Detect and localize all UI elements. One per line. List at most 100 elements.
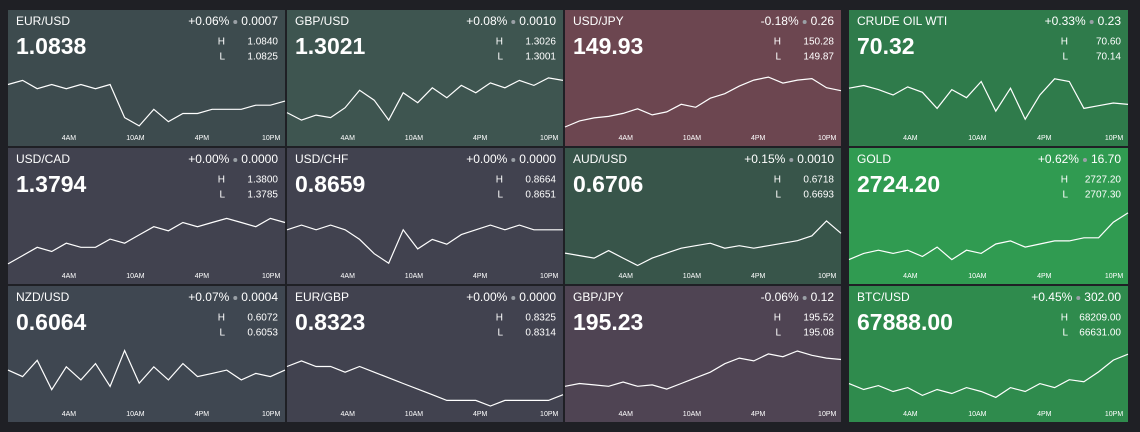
ticker-name: CRUDE OIL WTI	[857, 14, 947, 28]
low-label: L	[219, 190, 225, 201]
high-value: 68209.00	[1079, 313, 1121, 324]
low-label: L	[1062, 52, 1068, 63]
separator-dot	[1089, 20, 1094, 24]
time-label: 4PM	[751, 411, 766, 418]
change-pct: +0.33%	[1045, 14, 1086, 28]
separator-dot	[789, 158, 794, 162]
separator-dot	[802, 296, 807, 300]
time-label: 10AM	[683, 135, 701, 142]
time-label: 10PM	[540, 135, 558, 142]
tile-background	[565, 286, 841, 422]
low-value: 0.6693	[803, 190, 834, 201]
price: 0.6706	[573, 171, 643, 197]
time-label: 4PM	[751, 135, 766, 142]
time-label: 4AM	[903, 273, 918, 280]
ticker-name: USD/CHF	[295, 152, 348, 166]
ticker-tile: BTC/USD 302.00 +0.45% 67888.00 68209.00 H 6663…	[848, 286, 1129, 422]
price: 2724.20	[857, 171, 940, 197]
ticker-name: EUR/GBP	[295, 290, 349, 304]
price: 1.3794	[16, 171, 87, 197]
separator-dot	[511, 296, 516, 300]
low-value: 2707.30	[1085, 190, 1122, 201]
sparkline	[286, 224, 563, 265]
time-label: 10PM	[540, 411, 558, 418]
low-value: 66631.00	[1079, 328, 1121, 339]
separator-dot	[233, 158, 238, 162]
high-value: 1.3800	[247, 175, 278, 186]
low-label: L	[1062, 190, 1068, 201]
sparkline	[564, 220, 842, 267]
high-value: 1.0840	[247, 37, 278, 48]
low-value: 0.8314	[525, 328, 556, 339]
low-value: 0.8651	[525, 190, 556, 201]
low-label: L	[219, 52, 225, 63]
time-label: 4PM	[1037, 411, 1052, 418]
high-label: H	[496, 175, 503, 186]
low-label: L	[219, 328, 225, 339]
ticker-tile: GOLD 16.70 +0.62% 2724.20 2727.20 H 2707.30 L 4A…	[848, 148, 1129, 284]
sparkline	[564, 350, 842, 390]
time-label: 10AM	[968, 273, 986, 280]
high-value: 70.60	[1096, 37, 1121, 48]
time-label: 10AM	[126, 411, 144, 418]
low-label: L	[497, 328, 503, 339]
change-pct: -0.06%	[761, 290, 799, 304]
price: 67888.00	[857, 309, 953, 335]
tile-background	[8, 148, 285, 284]
low-value: 1.0825	[247, 52, 278, 63]
high-value: 195.52	[803, 313, 834, 324]
sparkline	[286, 77, 564, 122]
change-abs: 0.12	[811, 290, 835, 304]
tile-background	[287, 286, 563, 422]
time-label: 10PM	[818, 411, 836, 418]
tile-background	[565, 10, 841, 146]
separator-dot	[1082, 158, 1087, 162]
low-label: L	[775, 190, 781, 201]
high-value: 1.3026	[525, 37, 556, 48]
sparkline	[7, 348, 286, 391]
time-label: 10PM	[818, 135, 836, 142]
time-label: 4AM	[62, 273, 77, 280]
time-label: 10AM	[968, 135, 986, 142]
time-label: 10PM	[1105, 411, 1123, 418]
time-label: 10AM	[683, 411, 701, 418]
low-label: L	[775, 328, 781, 339]
time-label: 10PM	[1105, 273, 1123, 280]
sparkline	[564, 76, 842, 128]
tile-background	[8, 10, 285, 146]
high-value: 150.28	[803, 37, 834, 48]
time-label: 4AM	[903, 135, 918, 142]
high-label: H	[774, 37, 781, 48]
change-abs: 0.0000	[519, 152, 556, 166]
low-value: 1.3001	[525, 52, 556, 63]
change-pct: -0.18%	[761, 14, 799, 28]
change-abs: 16.70	[1091, 152, 1121, 166]
time-label: 4PM	[1037, 135, 1052, 142]
time-label: 10PM	[262, 273, 280, 280]
time-label: 4AM	[341, 273, 356, 280]
time-label: 4AM	[903, 411, 918, 418]
tile-background	[287, 148, 563, 284]
ticker-tile: NZD/USD 0.0004 +0.07% 0.6064 0.6072 H 0.6053 L 4…	[7, 286, 286, 422]
time-label: 4PM	[473, 411, 488, 418]
price: 1.0838	[16, 33, 87, 59]
time-label: 4PM	[751, 273, 766, 280]
ticker-tile: AUD/USD 0.0010 +0.15% 0.6706 0.6718 H 0.6693 L 4…	[564, 148, 842, 284]
high-label: H	[774, 313, 781, 324]
high-value: 0.8664	[525, 175, 556, 186]
price: 0.8323	[295, 309, 365, 335]
high-label: H	[218, 175, 225, 186]
high-label: H	[496, 313, 503, 324]
separator-dot	[233, 20, 238, 24]
time-label: 4AM	[619, 135, 634, 142]
time-label: 4PM	[473, 135, 488, 142]
time-label: 4AM	[341, 411, 356, 418]
change-pct: +0.08%	[466, 14, 507, 28]
high-label: H	[1061, 37, 1068, 48]
separator-dot	[511, 20, 516, 24]
time-label: 4PM	[1037, 273, 1052, 280]
change-pct: +0.00%	[188, 152, 229, 166]
price: 0.8659	[295, 171, 365, 197]
high-label: H	[1061, 313, 1068, 324]
